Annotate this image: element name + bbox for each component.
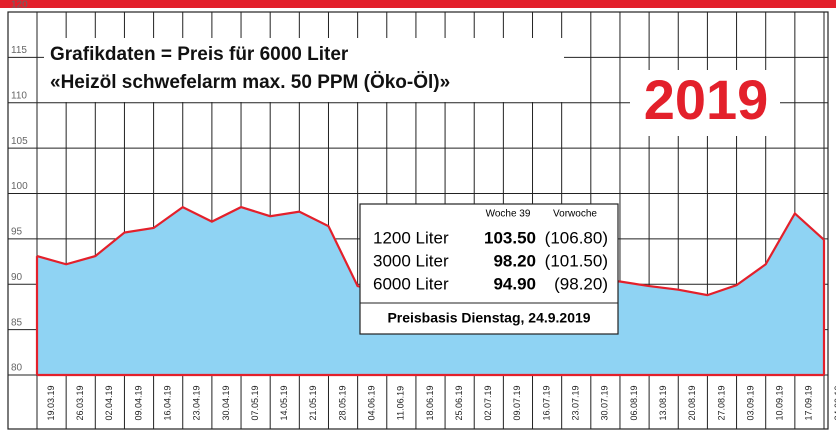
area <box>37 207 824 375</box>
info-label: 1200 Liter <box>373 228 449 247</box>
x-tick-label: 21.05.19 <box>308 385 318 420</box>
chart-subtitle: «Heizöl schwefelarm max. 50 PPM (Öko-Öl)… <box>50 72 450 93</box>
info-label: 3000 Liter <box>373 251 449 270</box>
y-tick-label: 80 <box>11 363 23 374</box>
x-tick-label: 07.05.19 <box>250 385 260 420</box>
x-tick-label: 14.05.19 <box>279 385 289 420</box>
x-tick-label: 16.04.19 <box>162 385 172 420</box>
x-tick-label: 06.08.19 <box>629 385 639 420</box>
x-tick-label: 13.08.19 <box>658 385 668 420</box>
x-tick-label: 28.05.19 <box>337 385 347 420</box>
x-tick-label: 26.03.19 <box>75 385 85 420</box>
x-tick-label: 17.09.19 <box>804 385 814 420</box>
info-current: 103.50 <box>484 228 536 247</box>
info-box-frame <box>359 203 619 335</box>
info-label: 6000 Liter <box>373 274 449 293</box>
info-current: 98.20 <box>493 251 536 270</box>
chart-title: Grafikdaten = Preis für 6000 Liter <box>50 44 349 65</box>
frame <box>7 11 829 430</box>
year: 2019 <box>644 68 769 131</box>
x-tick-label: 04.06.19 <box>367 385 377 420</box>
x-tick-label: 16.07.19 <box>541 385 551 420</box>
info-footer: Preisbasis Dienstag, 24.9.2019 <box>387 310 590 326</box>
x-tick-label: 02.07.19 <box>483 385 493 420</box>
y-tick-label: 90 <box>11 272 23 283</box>
info-previous: (101.50) <box>545 251 608 270</box>
info-header: Vorwoche <box>553 209 597 220</box>
y-tick-label: 105 <box>11 136 28 147</box>
info-box: Woche 39 Vorwoche 1200 Liter 103.50 (106.8… <box>359 203 619 335</box>
x-tick-label: 23.04.19 <box>192 385 202 420</box>
info-header: Woche 39 <box>486 209 531 220</box>
x-tick-label: 30.04.19 <box>221 385 231 420</box>
x-tick-label: 11.06.19 <box>396 386 406 420</box>
title-bg <box>44 38 564 102</box>
y-tick-label: 95 <box>11 227 23 238</box>
x-tick-label: 09.04.19 <box>133 385 143 420</box>
info-previous: (98.20) <box>554 274 608 293</box>
x-tick-label: 25.06.19 <box>454 385 464 420</box>
x-tick-label: 10.09.19 <box>775 385 785 420</box>
x-tick-label: 09.07.19 <box>512 385 522 420</box>
x-tick-label: 02.04.19 <box>104 385 114 420</box>
x-tick-label: 19.03.19 <box>46 385 56 420</box>
x-tick-label: 27.08.19 <box>716 385 726 420</box>
y-tick-label: 115 <box>11 45 27 56</box>
x-tick-label: 23.07.19 <box>571 385 581 420</box>
x-tick-label: 30.07.19 <box>600 385 610 420</box>
y-tick-label: 85 <box>11 317 23 328</box>
x-tick-label: 20.08.19 <box>687 385 697 420</box>
x-tick-label: 18.06.19 <box>425 385 435 420</box>
top-bar <box>0 0 836 8</box>
x-tick-label: 24.09.19 <box>833 385 836 420</box>
info-previous: (106.80) <box>545 228 608 247</box>
year-bg <box>630 70 780 136</box>
y-tick-label: 110 <box>11 90 27 101</box>
x-tick-label: 03.09.19 <box>745 385 755 420</box>
y-tick-label: 120 <box>11 0 28 11</box>
y-tick-label: 100 <box>11 181 28 192</box>
info-current: 94.90 <box>493 274 536 293</box>
